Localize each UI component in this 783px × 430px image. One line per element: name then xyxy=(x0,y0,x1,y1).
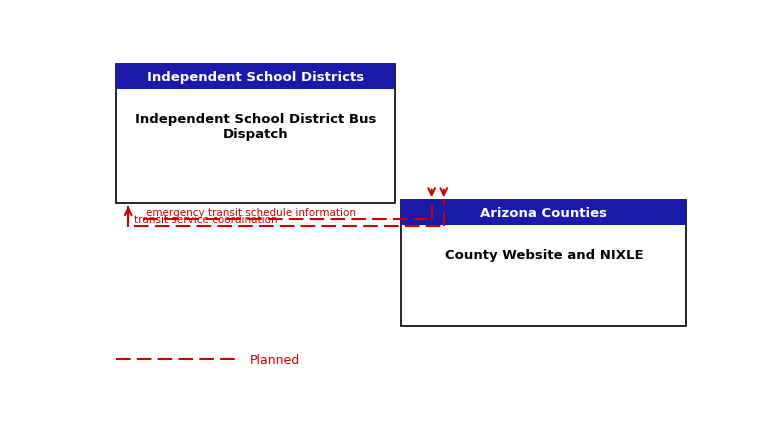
Bar xyxy=(116,65,395,90)
Bar xyxy=(116,65,395,204)
Bar xyxy=(402,200,687,225)
Text: County Website and NIXLE: County Website and NIXLE xyxy=(445,249,643,261)
Text: Independent School District Bus
Dispatch: Independent School District Bus Dispatch xyxy=(135,113,377,141)
Text: Planned: Planned xyxy=(250,353,300,366)
Text: transit service coordination: transit service coordination xyxy=(135,215,278,224)
Text: Independent School Districts: Independent School Districts xyxy=(147,71,364,84)
Text: emergency transit schedule information: emergency transit schedule information xyxy=(146,207,356,217)
Text: Arizona Counties: Arizona Counties xyxy=(481,206,608,219)
Bar xyxy=(402,200,687,326)
